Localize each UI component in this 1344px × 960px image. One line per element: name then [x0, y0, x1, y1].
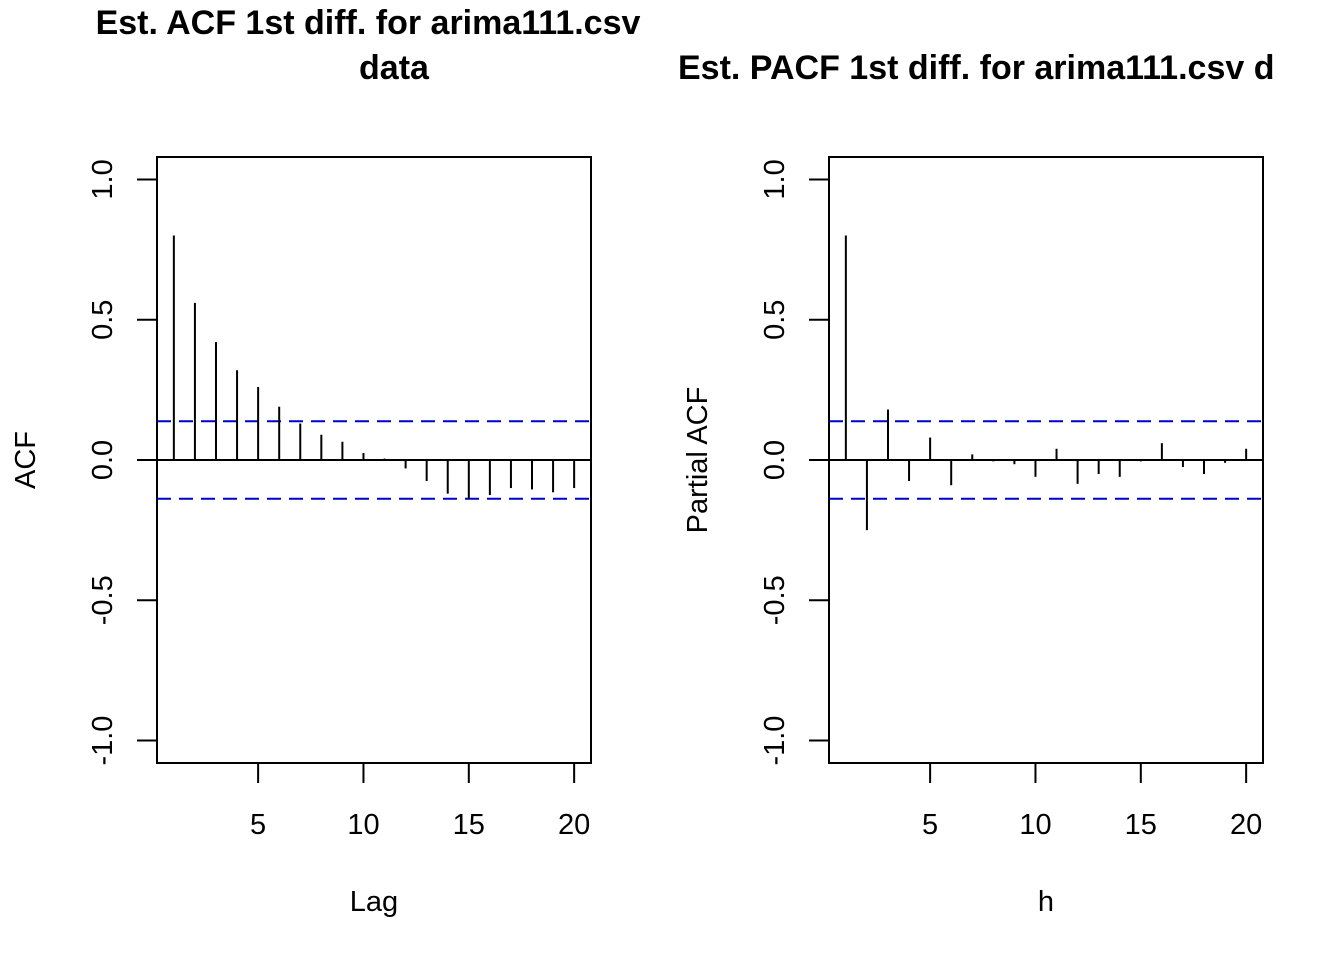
- pacf-y-tick-label: -1.0: [759, 716, 791, 766]
- pacf-y-tick-label: 0.0: [759, 440, 791, 480]
- pacf-y-tick-label: 1.0: [759, 159, 791, 199]
- acf-y-tick-label: 0.0: [87, 440, 119, 480]
- pacf-title-line1: Est. PACF 1st diff. for arima111.csv d: [678, 49, 1274, 87]
- acf-x-axis-label: Lag: [350, 886, 398, 918]
- pacf-x-tick-label: 20: [1230, 809, 1262, 841]
- pacf-panel: Est. PACF 1st diff. for arima111.csv d 5…: [678, 49, 1274, 918]
- pacf-y-tick-label: -0.5: [759, 575, 791, 625]
- acf-x-tick-label: 10: [347, 809, 379, 841]
- pacf-x-tick-label: 10: [1019, 809, 1051, 841]
- pacf-x-axis-label: h: [1038, 886, 1054, 918]
- acf-title-line1: Est. ACF 1st diff. for arima111.csv: [96, 4, 641, 42]
- acf-panel: Est. ACF 1st diff. for arima111.csv data…: [10, 4, 641, 918]
- acf-x-tick-label: 20: [558, 809, 590, 841]
- pacf-y-tick-label: 0.5: [759, 300, 791, 340]
- pacf-y-axis-label: Partial ACF: [682, 387, 714, 534]
- acf-title-line2: data: [359, 49, 430, 87]
- acf-y-tick-label: 1.0: [87, 159, 119, 199]
- acf-y-tick-label: 0.5: [87, 300, 119, 340]
- acf-x-tick-label: 5: [250, 809, 266, 841]
- pacf-x-tick-label: 5: [922, 809, 938, 841]
- acf-y-tick-label: -0.5: [87, 575, 119, 625]
- acf-y-tick-label: -1.0: [87, 716, 119, 766]
- pacf-x-tick-label: 15: [1125, 809, 1157, 841]
- acf-y-axis-label: ACF: [10, 431, 42, 489]
- acf-x-tick-label: 15: [453, 809, 485, 841]
